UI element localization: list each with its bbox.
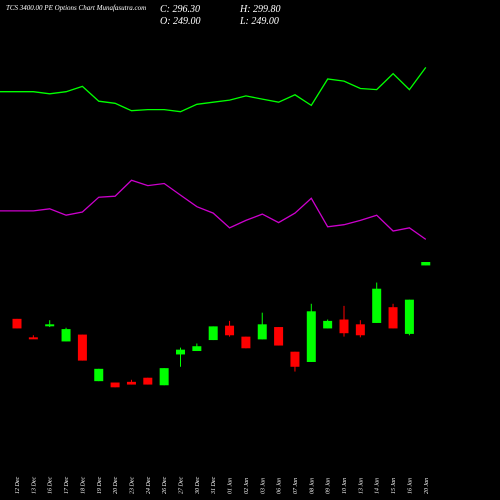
candle <box>61 327 71 342</box>
x-tick-label: 17 Dec <box>64 477 70 494</box>
x-tick-label: 20 Jan <box>424 478 430 494</box>
x-tick-label: 20 Dec <box>113 477 119 494</box>
candle-body <box>274 327 284 346</box>
x-tick-label: 09 Jan <box>326 478 332 494</box>
x-tick-label: 10 Jan <box>342 478 348 494</box>
candle-body <box>208 326 218 341</box>
indicator-line-2 <box>0 179 427 240</box>
candle-body <box>290 351 300 367</box>
x-tick-label: 08 Jan <box>309 478 315 494</box>
candle-body <box>241 336 251 349</box>
x-tick-label: 30 Dec <box>195 477 201 495</box>
chart-title: TCS 3400.00 PE Options Chart Munafasutra… <box>6 4 147 12</box>
candle <box>77 334 87 361</box>
x-tick-label: 19 Dec <box>97 477 103 494</box>
candle-body <box>45 324 55 327</box>
candle <box>404 299 414 336</box>
candle-body <box>225 325 235 336</box>
x-tick-label: 31 Dec <box>211 477 217 495</box>
candle <box>241 336 251 349</box>
x-tick-label: 16 Jan <box>407 478 413 494</box>
x-tick-label: 14 Jan <box>374 478 381 494</box>
candle <box>306 303 316 362</box>
candle-body <box>404 299 414 334</box>
x-tick-label: 15 Jan <box>391 478 397 494</box>
candle-body <box>94 368 104 382</box>
x-tick-label: 23 Dec <box>129 477 135 494</box>
candle-body <box>372 288 382 323</box>
candle <box>323 319 333 329</box>
x-tick-label: 27 Dec <box>179 477 185 494</box>
x-tick-label: 24 Dec <box>145 477 152 494</box>
low-value: L: 249.00 <box>240 16 279 27</box>
candle-body <box>421 262 431 266</box>
candle <box>208 326 218 341</box>
candle <box>372 282 382 323</box>
high-value: H: 299.80 <box>240 4 281 15</box>
candle <box>225 320 235 337</box>
candle <box>192 343 202 352</box>
candle <box>12 318 22 329</box>
candle-body <box>192 346 202 352</box>
candle <box>28 335 38 340</box>
candle-body <box>28 337 38 340</box>
x-tick-label: 13 Dec <box>31 477 37 494</box>
candle <box>110 382 120 388</box>
open-value: O: 249.00 <box>160 16 201 27</box>
candle-body <box>110 382 120 388</box>
candle-body <box>159 368 169 386</box>
x-tick-label: 01 Jan <box>228 478 234 494</box>
candle-body <box>388 307 398 329</box>
x-tick-label: 18 Dec <box>80 477 86 494</box>
candle <box>355 320 365 338</box>
candle <box>143 377 153 385</box>
candles <box>12 262 431 388</box>
candle <box>257 312 267 340</box>
x-axis-ticks: 12 Dec 13 Dec 16 Dec 17 Dec 18 Dec 19 Dec 20 D… <box>15 477 430 495</box>
candle <box>388 303 398 329</box>
candle <box>126 379 136 385</box>
x-tick-label: 12 Dec <box>15 477 21 494</box>
close-value: C: 296.30 <box>160 4 200 15</box>
candle-body <box>176 349 185 355</box>
candle-body <box>12 318 22 329</box>
candle <box>274 327 284 346</box>
candle <box>290 351 300 372</box>
candle-body <box>257 324 267 340</box>
candle-body <box>323 320 333 329</box>
candle <box>176 347 185 367</box>
indicator-lines <box>0 67 427 240</box>
x-tick-label: 07 Jan <box>293 478 299 494</box>
x-tick-label: 13 Jan <box>358 478 364 494</box>
x-tick-label: 03 Jan <box>260 478 266 494</box>
candle-body <box>143 377 153 385</box>
candle-body <box>77 334 87 361</box>
candle <box>339 305 349 337</box>
candle-body <box>61 329 71 342</box>
candle-body <box>306 311 316 362</box>
x-tick-label: 06 Jan <box>277 478 283 494</box>
candle <box>94 368 104 382</box>
candle <box>45 320 55 328</box>
candle-body <box>339 319 349 334</box>
x-tick-label: 16 Dec <box>48 477 54 494</box>
candle <box>159 368 169 386</box>
indicator-line-1 <box>0 67 427 113</box>
candle-body <box>355 324 365 336</box>
candle <box>421 262 431 266</box>
candle-body <box>126 381 136 385</box>
x-tick-label: 02 Jan <box>244 478 250 494</box>
x-tick-label: 26 Dec <box>162 477 168 494</box>
